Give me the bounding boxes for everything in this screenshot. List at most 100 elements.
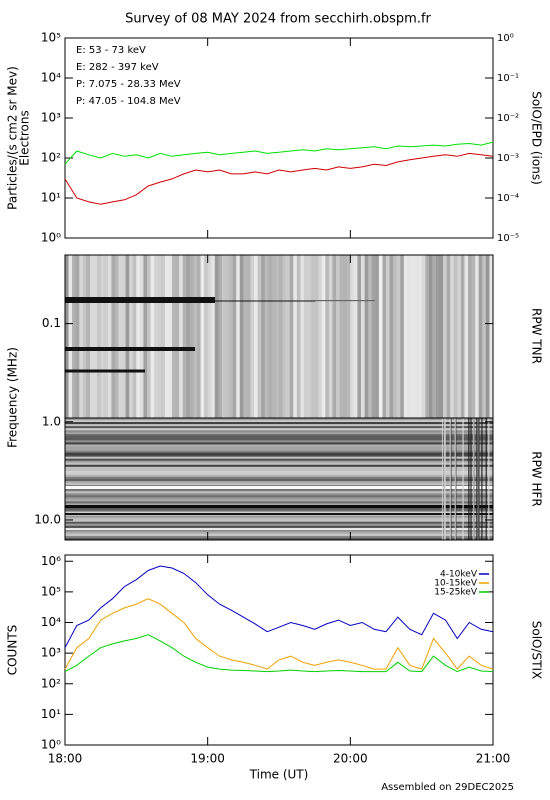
spectrogram-texture: [154, 255, 159, 418]
spectrogram-texture: [196, 255, 202, 418]
spectrogram-texture: [65, 462, 493, 466]
spectrogram-texture: [257, 255, 262, 418]
spectrogram-texture: [107, 255, 112, 418]
spectrogram-texture: [471, 255, 476, 418]
spectrogram-texture: [65, 481, 493, 484]
spectrogram-texture: [65, 454, 493, 458]
spectrogram-texture: [200, 255, 205, 418]
spectrogram-texture: [364, 255, 369, 418]
spectrogram-texture: [65, 491, 493, 494]
spectrogram-texture: [161, 255, 166, 418]
spectrogram-texture: [65, 531, 493, 535]
series-line: [64, 565, 494, 648]
spectrogram-texture: [65, 428, 493, 431]
spectrogram-texture: [489, 255, 494, 418]
spectrogram-texture: [65, 479, 493, 482]
hfr-burst: [476, 418, 478, 540]
spectrogram-texture: [65, 440, 493, 443]
spectrogram-texture: [339, 255, 344, 418]
spectrogram-texture: [65, 436, 493, 439]
spectrogram-texture: [393, 255, 398, 418]
spectrogram-texture: [65, 537, 493, 541]
spectrogram-texture: [86, 255, 91, 418]
x-tick-label: 20:00: [333, 752, 368, 766]
spectrogram-texture: [450, 255, 455, 418]
spectrogram-texture: [371, 255, 376, 418]
spectrogram-texture: [468, 255, 473, 418]
plot-frame: [64, 37, 494, 239]
spectrogram-texture: [464, 255, 469, 418]
spectrogram-texture: [93, 255, 98, 418]
legend-entry: P: 7.075 - 28.33 MeV: [76, 79, 181, 90]
series-line: [64, 634, 494, 673]
spectrogram-texture: [65, 424, 493, 427]
spectrogram-texture: [453, 255, 458, 418]
spectrogram-texture: [147, 255, 152, 418]
spectrogram-texture: [65, 517, 493, 521]
spectrogram-texture: [72, 255, 77, 418]
spectrogram-texture: [336, 255, 341, 418]
spectrogram-texture: [65, 499, 493, 502]
spectrogram-texture: [478, 255, 483, 418]
y-tick-label: 10²: [41, 676, 61, 690]
spectrogram-texture: [68, 255, 73, 418]
spectrogram-texture: [136, 255, 141, 418]
spectrogram-texture: [211, 255, 216, 418]
spectrogram-texture: [143, 255, 148, 418]
spectrogram-texture: [314, 255, 319, 418]
legend-entry: 15-25keV: [434, 588, 478, 598]
spectrogram-texture: [65, 507, 493, 510]
spectrogram-texture: [296, 255, 301, 418]
spectrogram-texture: [65, 446, 493, 449]
spectrogram-texture: [65, 420, 493, 423]
spectrogram-texture: [368, 255, 373, 418]
spectrogram-texture: [414, 255, 419, 418]
spectrogram-texture: [65, 468, 493, 472]
spectrogram-texture: [425, 255, 430, 418]
burst-band: [65, 347, 195, 351]
spectrogram-texture: [65, 438, 493, 441]
spectrogram-texture: [82, 255, 87, 418]
spectrogram-texture: [65, 483, 493, 486]
y2-axis-label: SolO/STIX: [530, 621, 544, 680]
spectrogram-texture: [428, 255, 433, 418]
spectrogram-texture: [435, 255, 440, 418]
spectrogram-texture: [179, 255, 184, 418]
hfr-burst: [470, 418, 472, 540]
spectrogram-texture: [250, 255, 255, 418]
spectrogram-texture: [100, 255, 105, 418]
spectrogram-texture: [325, 255, 330, 418]
hfr-burst: [472, 418, 475, 540]
spectrogram-texture: [443, 255, 448, 418]
spectrogram-texture: [65, 509, 493, 513]
y-axis-label: COUNTS: [6, 625, 20, 676]
y2-axis-label: SolO/EPD (ions): [530, 91, 544, 185]
spectrogram-texture: [311, 255, 316, 418]
series-line: [64, 152, 494, 205]
spectrogram-texture: [182, 255, 187, 418]
spectrogram-texture: [343, 255, 348, 418]
y-axis-label: Electrons: [18, 110, 32, 165]
spectrogram-texture: [328, 255, 333, 418]
spectrogram-texture: [65, 523, 493, 527]
y-tick-label: 10³: [41, 646, 61, 660]
spectrogram-texture: [400, 255, 405, 418]
spectrogram-texture: [65, 470, 493, 474]
spectrogram-band: [65, 486, 493, 489]
spectrogram-texture: [118, 255, 123, 418]
spectrogram-texture: [221, 255, 226, 418]
spectrogram-texture: [65, 493, 493, 496]
spectrogram-texture: [75, 255, 80, 418]
hfr-burst: [487, 418, 490, 540]
spectrogram-texture: [485, 255, 490, 418]
burst-band: [65, 300, 315, 302]
spectrogram-texture: [271, 255, 276, 418]
spectrogram-texture: [457, 255, 462, 418]
spectrogram-texture: [421, 255, 426, 418]
legend-entry: P: 47.05 - 104.8 MeV: [76, 96, 181, 107]
legend-entry: 10-15keV: [434, 579, 478, 589]
spectrogram-texture: [357, 255, 362, 418]
spectrogram-texture: [122, 255, 127, 418]
spectrogram-texture: [65, 458, 493, 462]
y2-tick-label: 10⁻⁴: [497, 193, 519, 204]
